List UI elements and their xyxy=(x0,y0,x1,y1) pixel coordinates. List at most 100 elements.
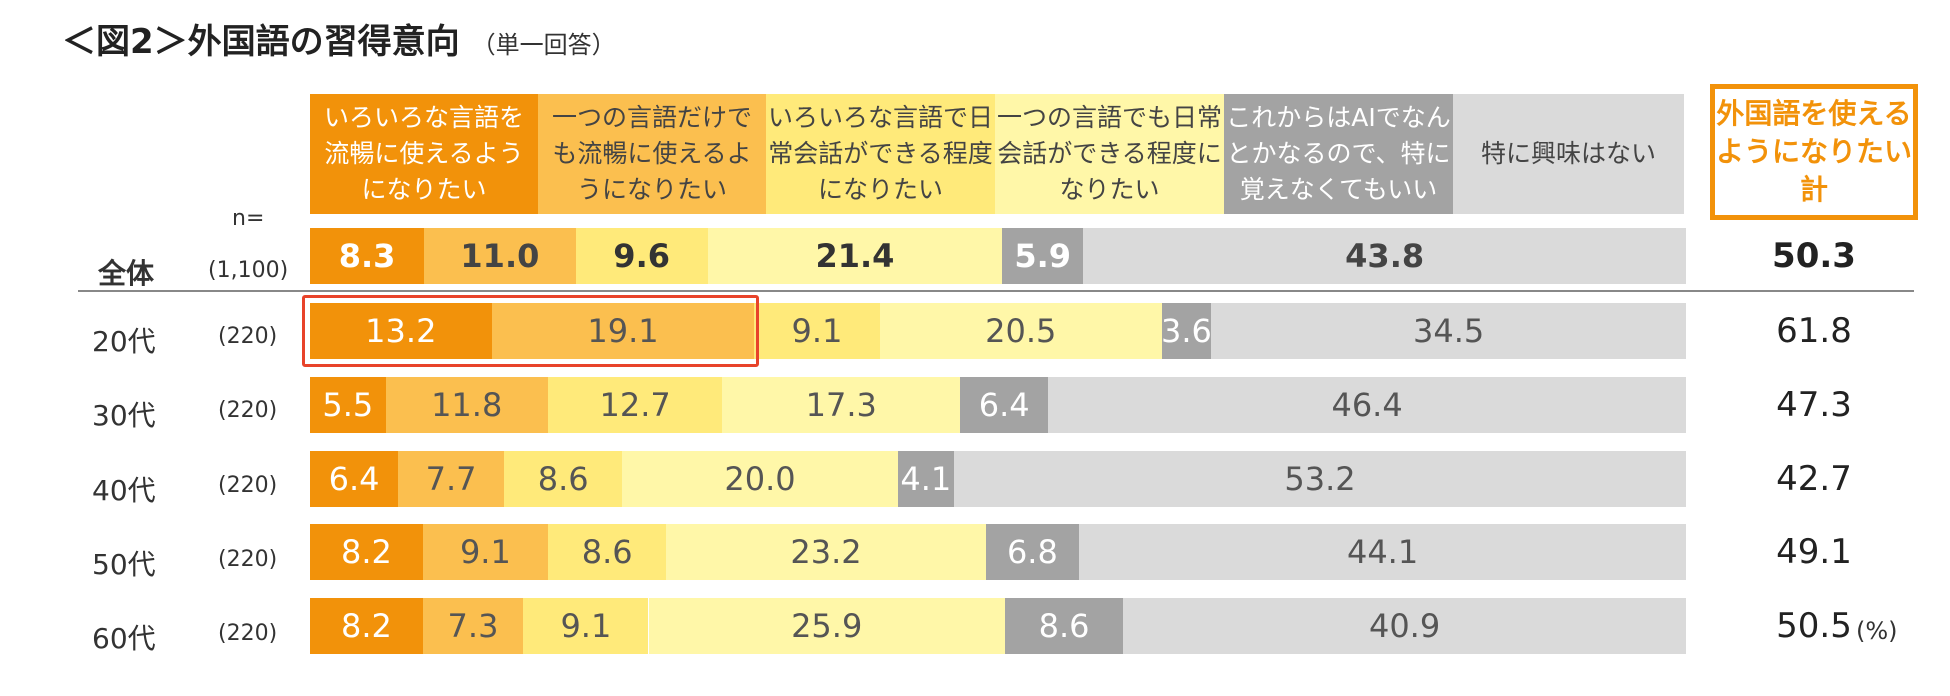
data-label: 40.9 xyxy=(1368,607,1441,645)
bar-segment: 7.7 xyxy=(398,451,505,507)
data-label: 8.2 xyxy=(340,607,392,645)
row-total: 50.3 xyxy=(1772,236,1856,276)
data-label: 7.3 xyxy=(447,607,499,645)
data-label: 8.2 xyxy=(340,533,392,571)
data-label: 17.3 xyxy=(805,386,877,424)
bar-segment: 20.5 xyxy=(879,303,1162,359)
row-total: 47.3 xyxy=(1776,385,1852,425)
bar-segment: 11.8 xyxy=(385,377,548,433)
bar-segment: 23.2 xyxy=(666,524,986,580)
data-label: 8.6 xyxy=(537,460,589,498)
bar-segment: 40.9 xyxy=(1123,598,1686,654)
data-label: 20.5 xyxy=(985,312,1057,350)
data-label: 53.2 xyxy=(1284,460,1356,498)
bar-segment: 4.1 xyxy=(897,451,954,507)
data-label: 8.6 xyxy=(581,533,633,571)
data-label: 7.7 xyxy=(425,460,477,498)
data-label: 9.6 xyxy=(613,237,670,275)
total-column-header: 外国語を使えるようになりたい計 xyxy=(1710,84,1918,220)
bar-segment: 9.1 xyxy=(754,303,880,359)
legend-item-5: これからはAIでなんとかなるので、特に覚えなくてもいい xyxy=(1224,94,1453,214)
n-label: n= xyxy=(232,206,265,231)
percent-unit: (%) xyxy=(1856,617,1898,645)
row-label: 20代 xyxy=(92,325,156,358)
data-label: 6.4 xyxy=(328,460,380,498)
legend-item-1: いろいろな言語を流暢に使えるようになりたい xyxy=(310,94,538,214)
bar-segment: 8.2 xyxy=(310,598,423,654)
data-label: 25.9 xyxy=(791,607,863,645)
divider-line xyxy=(78,290,1914,292)
bar-segment: 11.0 xyxy=(424,228,576,284)
data-label: 11.0 xyxy=(460,237,540,275)
bar-segment: 3.6 xyxy=(1161,303,1212,359)
data-label: 13.2 xyxy=(365,312,437,350)
legend-item-4: 一つの言語でも日常会話ができる程度になりたい xyxy=(995,94,1224,214)
data-label: 20.0 xyxy=(724,460,796,498)
data-label: 9.1 xyxy=(791,312,843,350)
data-label: 12.7 xyxy=(599,386,671,424)
data-label: 5.5 xyxy=(322,386,374,424)
data-label: 3.6 xyxy=(1161,312,1212,350)
row-label: 50代 xyxy=(92,548,156,581)
row-label: 30代 xyxy=(92,399,156,432)
row-total: 50.5 xyxy=(1776,606,1852,646)
data-label: 46.4 xyxy=(1331,386,1403,424)
row-label: 全体 xyxy=(98,257,155,290)
bar-segment: 8.6 xyxy=(548,524,667,580)
bar-segment: 8.6 xyxy=(1004,598,1124,654)
bar-segment: 9.1 xyxy=(422,524,548,580)
bar-segment: 13.2 xyxy=(310,303,492,359)
data-label: 19.1 xyxy=(587,312,659,350)
data-label: 8.3 xyxy=(338,237,396,275)
bar-segment: 21.4 xyxy=(707,228,1003,284)
data-label: 21.4 xyxy=(815,237,895,275)
data-label: 9.1 xyxy=(560,607,612,645)
data-label: 43.8 xyxy=(1345,237,1425,275)
bar-segment: 17.3 xyxy=(722,377,961,433)
data-label: 4.1 xyxy=(900,460,952,498)
legend-item-3: いろいろな言語で日常会話ができる程度になりたい xyxy=(766,94,995,214)
row-n-label: (220) xyxy=(218,547,278,572)
bar-segment: 6.4 xyxy=(310,451,399,507)
row-total: 42.7 xyxy=(1776,459,1852,499)
row-n-label: (220) xyxy=(218,398,278,423)
bar-segment: 9.1 xyxy=(523,598,649,654)
bar-segment: 46.4 xyxy=(1048,377,1686,433)
bar-segment: 7.3 xyxy=(422,598,524,654)
data-label: 5.9 xyxy=(1014,237,1072,275)
chart-title: ＜図2＞外国語の習得意向 （単一回答） xyxy=(62,22,616,62)
data-label: 44.1 xyxy=(1346,533,1419,571)
bar-segment: 8.6 xyxy=(504,451,623,507)
data-label: 6.8 xyxy=(1006,533,1058,571)
data-label: 8.6 xyxy=(1038,607,1090,645)
bar-segment: 6.4 xyxy=(960,377,1049,433)
bar-segment: 8.3 xyxy=(310,228,425,284)
bar-segment: 5.5 xyxy=(310,377,386,433)
row-label: 60代 xyxy=(92,622,156,655)
data-label: 6.4 xyxy=(978,386,1030,424)
row-n-label: (220) xyxy=(218,324,278,349)
row-n-label: (220) xyxy=(218,473,278,498)
bar-segment: 8.2 xyxy=(310,524,423,580)
bar-segment: 20.0 xyxy=(622,451,898,507)
bar-segment: 5.9 xyxy=(1002,228,1084,284)
bar-segment: 25.9 xyxy=(648,598,1005,654)
data-label: 23.2 xyxy=(790,533,862,571)
highlight-box xyxy=(302,295,759,367)
legend-item-6: 特に興味はない xyxy=(1453,94,1684,214)
row-total: 61.8 xyxy=(1776,311,1852,351)
row-n-label: (1,100) xyxy=(208,258,289,283)
row-label: 40代 xyxy=(92,474,156,507)
bar-segment: 53.2 xyxy=(954,451,1686,507)
bar-segment: 12.7 xyxy=(547,377,723,433)
legend-item-2: 一つの言語だけでも流暢に使えるようになりたい xyxy=(538,94,766,214)
bar-segment: 19.1 xyxy=(491,303,755,359)
bar-segment: 43.8 xyxy=(1083,228,1686,284)
bar-segment: 6.8 xyxy=(985,524,1080,580)
data-label: 11.8 xyxy=(431,386,503,424)
data-label: 34.5 xyxy=(1413,312,1485,350)
bar-segment: 9.6 xyxy=(575,228,708,284)
row-n-label: (220) xyxy=(218,621,278,646)
bar-segment: 34.5 xyxy=(1211,303,1686,359)
row-total: 49.1 xyxy=(1776,532,1852,572)
